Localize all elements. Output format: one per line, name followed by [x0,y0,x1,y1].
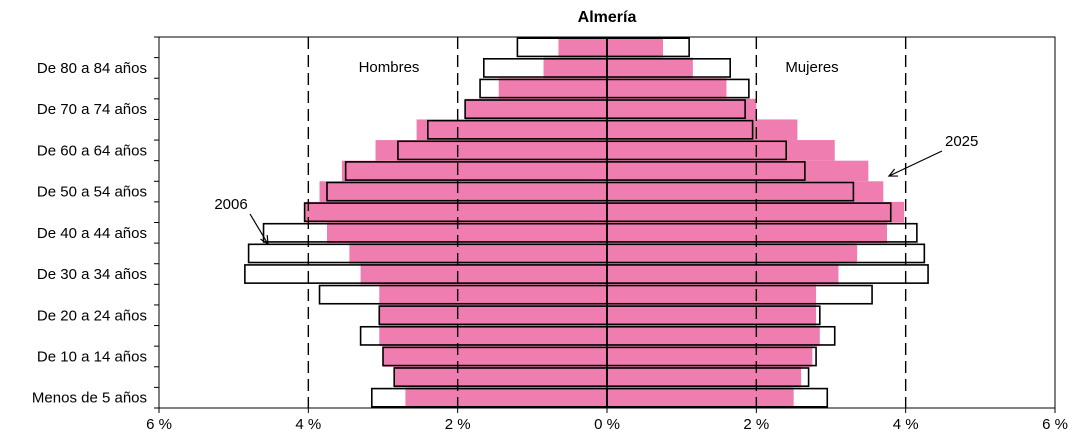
bar-2025-men [383,346,607,367]
y-tick-label: De 70 a 74 años [37,101,147,118]
bar-2025-men [319,181,607,202]
label-hombres: Hombres [359,59,420,76]
bar-2025-women [607,346,813,367]
bar-2025-men [416,119,607,141]
bar-2025-women [607,37,663,58]
bar-2025-women [607,140,835,161]
y-tick-label: De 20 a 24 años [37,307,147,324]
y-tick-label: De 30 a 34 años [37,266,147,283]
x-tick-label: 6 % [1042,416,1068,433]
bar-2025-men [360,263,607,285]
bar-2025-men [304,201,607,223]
bar-2025-women [607,160,869,182]
x-tick-label: 6 % [146,416,172,433]
bar-2025-men [341,160,607,182]
bar-2025-women [607,387,794,408]
annotation-2006-arrow-arrowhead [260,234,269,246]
annotation-2006-arrow-line [249,213,269,245]
y-tick-label: De 60 a 64 años [37,142,147,159]
label-mujeres: Mujeres [785,59,838,76]
bar-2025-men [394,366,607,388]
bar-2025-women [607,98,757,120]
x-tick-label: 4 % [893,416,919,433]
x-tick-label: 2 % [743,416,769,433]
bar-2025-women [607,284,817,305]
bar-2025-women [607,243,858,264]
y-tick-label: De 50 a 54 años [37,184,147,201]
bar-2025-women [607,325,820,347]
bar-2025-women [607,181,884,202]
bar-2025-men [379,284,607,305]
bar-2025-men [543,57,607,79]
bar-2025-women [607,222,887,244]
y-tick-label: De 10 a 14 años [37,348,147,365]
bar-2025-men [498,78,607,99]
bar-2025-men [327,222,607,244]
chart-title: Almería [578,9,637,26]
x-tick-label: 0 % [594,416,620,433]
annotation-2025-arrow-line [888,150,943,177]
annotation-2025-arrow-arrowhead [887,168,899,177]
bar-2025-men [558,37,607,58]
bar-2025-men [405,387,607,408]
x-tick-label: 2 % [445,416,471,433]
bar-2025-men [375,140,607,161]
y-tick-label: De 80 a 84 años [37,60,147,77]
reference-lines [307,37,907,408]
y-tick-label: Menos de 5 años [32,390,147,407]
x-axis: 6 % 4 % 2 % 0 % 2 % 4 % 6 % [146,408,1068,433]
bar-2025-women [607,201,905,223]
bar-2025-women [607,78,727,99]
bar-2025-women [607,263,839,285]
annotation-2025: 2025 [945,133,978,150]
series-2025-bars [304,37,905,408]
bar-2025-women [607,304,817,326]
x-tick-label: 4 % [295,416,321,433]
annotations: 2025 2006 [214,133,978,246]
bar-2025-men [379,325,607,347]
bar-2025-men [465,98,607,120]
annotation-2006: 2006 [214,196,247,213]
bar-2025-men [349,243,607,264]
y-tick-label: De 40 a 44 años [37,225,147,242]
bar-2025-women [607,366,802,388]
bar-2025-women [607,57,693,79]
y-axis: Menos de 5 años De 10 a 14 años De 20 a 24… [32,36,159,409]
bar-2025-women [607,119,798,141]
bar-2025-men [379,304,607,326]
